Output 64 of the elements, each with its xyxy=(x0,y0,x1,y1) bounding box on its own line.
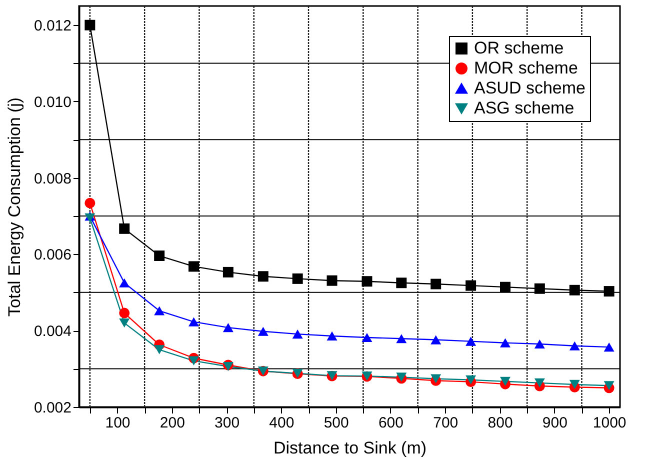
point xyxy=(119,278,130,288)
point xyxy=(326,331,338,341)
point xyxy=(534,339,545,349)
point xyxy=(222,323,234,332)
x-tick-label: 700 xyxy=(433,414,458,432)
point xyxy=(500,338,510,348)
point xyxy=(569,341,580,350)
x-tick-label: 100 xyxy=(105,414,130,432)
x-tick-label: 400 xyxy=(269,414,294,432)
point xyxy=(604,381,614,390)
legend-label: MOR scheme xyxy=(474,58,578,78)
y-tick-label: 0.008 xyxy=(34,170,72,188)
legend-label: ASUD scheme xyxy=(474,78,586,98)
x-tick-label: 800 xyxy=(488,414,513,432)
point xyxy=(258,326,268,336)
point xyxy=(119,308,130,318)
point xyxy=(569,284,580,296)
point xyxy=(466,375,476,384)
point xyxy=(569,380,580,390)
point xyxy=(188,356,199,366)
point xyxy=(604,286,614,297)
point xyxy=(84,198,96,208)
point xyxy=(604,342,614,352)
x-tick-label: 600 xyxy=(378,414,404,432)
x-tick-label: 500 xyxy=(324,414,349,432)
x-tick-label: 300 xyxy=(214,414,240,432)
x-tick-label: 900 xyxy=(542,414,568,432)
point xyxy=(154,250,165,262)
point xyxy=(430,374,442,384)
point xyxy=(466,336,476,346)
point xyxy=(430,278,442,290)
point xyxy=(154,345,165,354)
point xyxy=(500,376,510,386)
point xyxy=(222,266,234,278)
point xyxy=(119,318,130,328)
point xyxy=(258,271,268,282)
legend-label: ASG scheme xyxy=(474,98,574,118)
point xyxy=(396,278,407,288)
point xyxy=(362,276,372,287)
point xyxy=(292,273,303,284)
y-axis-title: Total Energy Consumption (j) xyxy=(4,97,24,317)
legend-label: OR scheme xyxy=(474,38,564,58)
point xyxy=(534,283,545,294)
y-tick-label: 0.004 xyxy=(34,323,72,340)
x-tick-label: 200 xyxy=(160,414,185,432)
point xyxy=(396,334,407,344)
point xyxy=(466,280,476,291)
y-tick-label: 0.006 xyxy=(34,246,72,264)
point xyxy=(430,335,442,344)
point xyxy=(84,20,96,30)
point xyxy=(534,378,545,388)
point xyxy=(188,317,199,326)
x-tick-label: 1000 xyxy=(592,414,626,432)
point xyxy=(119,223,130,234)
point xyxy=(154,306,165,316)
y-tick-label: 0.012 xyxy=(34,18,72,35)
point xyxy=(326,275,338,286)
point xyxy=(292,330,303,339)
x-axis-title: Distance to Sink (m) xyxy=(273,438,427,458)
point xyxy=(188,261,199,272)
point xyxy=(362,332,372,342)
y-tick-label: 0.002 xyxy=(34,400,72,416)
y-tick-label: 0.010 xyxy=(34,94,72,111)
point xyxy=(500,282,510,292)
